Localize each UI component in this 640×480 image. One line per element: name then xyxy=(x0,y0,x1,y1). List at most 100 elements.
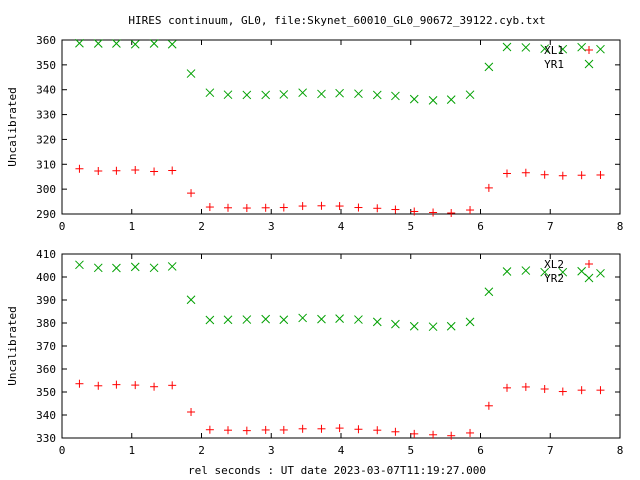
plot-frame-top xyxy=(61,39,621,215)
data-point-yr2 xyxy=(167,262,177,271)
data-point-yr2 xyxy=(205,315,215,325)
data-point-yr1 xyxy=(223,90,233,100)
data-point-yr1 xyxy=(372,90,382,100)
data-point-yr1 xyxy=(130,39,140,49)
data-point-yr2 xyxy=(428,322,438,332)
data-point-xl1 xyxy=(168,166,177,175)
data-point-yr1 xyxy=(577,42,586,52)
y-tick-label: 360 xyxy=(36,363,56,376)
data-point-yr1 xyxy=(149,39,159,48)
data-point-yr2 xyxy=(242,315,252,324)
data-point-yr1 xyxy=(242,90,252,100)
x-tick-label: 3 xyxy=(268,220,275,233)
data-point-xl1 xyxy=(429,208,438,217)
data-point-xl2 xyxy=(242,426,251,435)
data-point-xl2 xyxy=(75,379,84,388)
x-tick-label: 4 xyxy=(338,220,345,233)
data-point-xl1 xyxy=(466,206,475,215)
data-point-xl2 xyxy=(335,424,344,433)
y-tick-label: 330 xyxy=(36,109,56,122)
data-point-xl1 xyxy=(279,203,288,212)
x-tick-label: 8 xyxy=(617,220,624,233)
data-point-xl2 xyxy=(112,380,121,389)
y-tick-label: 350 xyxy=(36,386,56,399)
data-point-xl2 xyxy=(558,387,567,396)
data-point-xl2 xyxy=(205,425,214,434)
data-point-xl1 xyxy=(224,203,233,212)
data-point-xl2 xyxy=(168,381,177,390)
data-point-yr1 xyxy=(93,39,103,48)
x-tick-label: 2 xyxy=(198,220,205,233)
data-point-xl2 xyxy=(94,381,103,390)
data-point-yr2 xyxy=(577,266,586,276)
data-point-xl2 xyxy=(279,425,288,434)
data-point-yr1 xyxy=(112,39,121,48)
legend-label-yr1: YR1 xyxy=(544,58,564,71)
data-point-xl1 xyxy=(75,164,84,173)
data-point-xl2 xyxy=(540,385,549,394)
data-point-yr1 xyxy=(391,91,400,101)
chart-title: HIRES continuum, GL0, file:Skynet_60010_… xyxy=(128,14,545,27)
data-point-xl2 xyxy=(354,425,363,434)
data-point-yr1 xyxy=(465,90,475,100)
y-tick-label: 390 xyxy=(36,294,56,307)
data-point-yr2 xyxy=(149,263,159,273)
y-tick-label: 340 xyxy=(36,84,56,97)
data-point-yr1 xyxy=(261,90,271,100)
y-tick-label: 360 xyxy=(36,34,56,47)
data-point-yr1 xyxy=(558,44,568,54)
data-point-yr1 xyxy=(428,96,438,105)
data-point-yr1 xyxy=(354,89,363,99)
legend-marker-xl1 xyxy=(585,46,593,54)
y-tick-label: 330 xyxy=(36,432,56,445)
data-point-xl2 xyxy=(187,408,196,417)
data-point-yr2 xyxy=(317,314,326,324)
data-point-yr2 xyxy=(298,313,307,323)
data-point-xl2 xyxy=(429,430,438,439)
y-tick-label: 320 xyxy=(36,133,56,146)
data-point-yr1 xyxy=(298,88,307,98)
data-point-yr2 xyxy=(130,262,140,272)
data-point-xl1 xyxy=(484,183,493,192)
data-point-yr2 xyxy=(279,315,289,325)
x-tick-label: 5 xyxy=(407,444,414,457)
data-point-xl2 xyxy=(261,425,270,434)
data-point-yr1 xyxy=(75,38,84,48)
data-point-xl2 xyxy=(298,424,307,433)
data-point-yr1 xyxy=(317,89,326,99)
x-tick-label: 7 xyxy=(547,444,554,457)
legend-marker-yr2 xyxy=(584,273,594,283)
data-point-yr2 xyxy=(502,267,512,276)
data-point-yr2 xyxy=(223,315,233,325)
data-point-yr2 xyxy=(409,321,419,331)
data-point-xl2 xyxy=(317,424,326,433)
data-point-yr2 xyxy=(75,260,84,270)
data-point-xl2 xyxy=(466,428,475,437)
x-tick-label: 1 xyxy=(128,444,135,457)
x-tick-label: 6 xyxy=(477,220,484,233)
data-point-xl2 xyxy=(447,431,456,440)
data-point-xl2 xyxy=(410,429,419,438)
data-point-yr2 xyxy=(391,319,400,329)
data-point-yr2 xyxy=(484,287,494,297)
data-point-xl2 xyxy=(521,382,530,391)
data-point-yr2 xyxy=(112,263,121,273)
data-point-xl2 xyxy=(577,386,586,395)
x-tick-label: 2 xyxy=(198,444,205,457)
x-axis-label: rel seconds : UT date 2023-03-07T11:19:2… xyxy=(188,464,486,477)
data-point-xl2 xyxy=(596,386,605,395)
y-tick-label: 310 xyxy=(36,158,56,171)
data-point-xl1 xyxy=(577,171,586,180)
data-point-xl1 xyxy=(540,170,549,179)
data-point-xl1 xyxy=(94,166,103,175)
data-point-yr2 xyxy=(372,317,382,327)
data-point-xl2 xyxy=(391,427,400,436)
data-point-yr2 xyxy=(446,321,456,331)
data-point-yr2 xyxy=(540,267,550,277)
data-point-xl1 xyxy=(317,201,326,210)
data-point-yr1 xyxy=(502,42,512,52)
data-point-xl1 xyxy=(447,209,456,218)
x-tick-label: 4 xyxy=(338,444,345,457)
data-point-yr1 xyxy=(205,88,215,98)
